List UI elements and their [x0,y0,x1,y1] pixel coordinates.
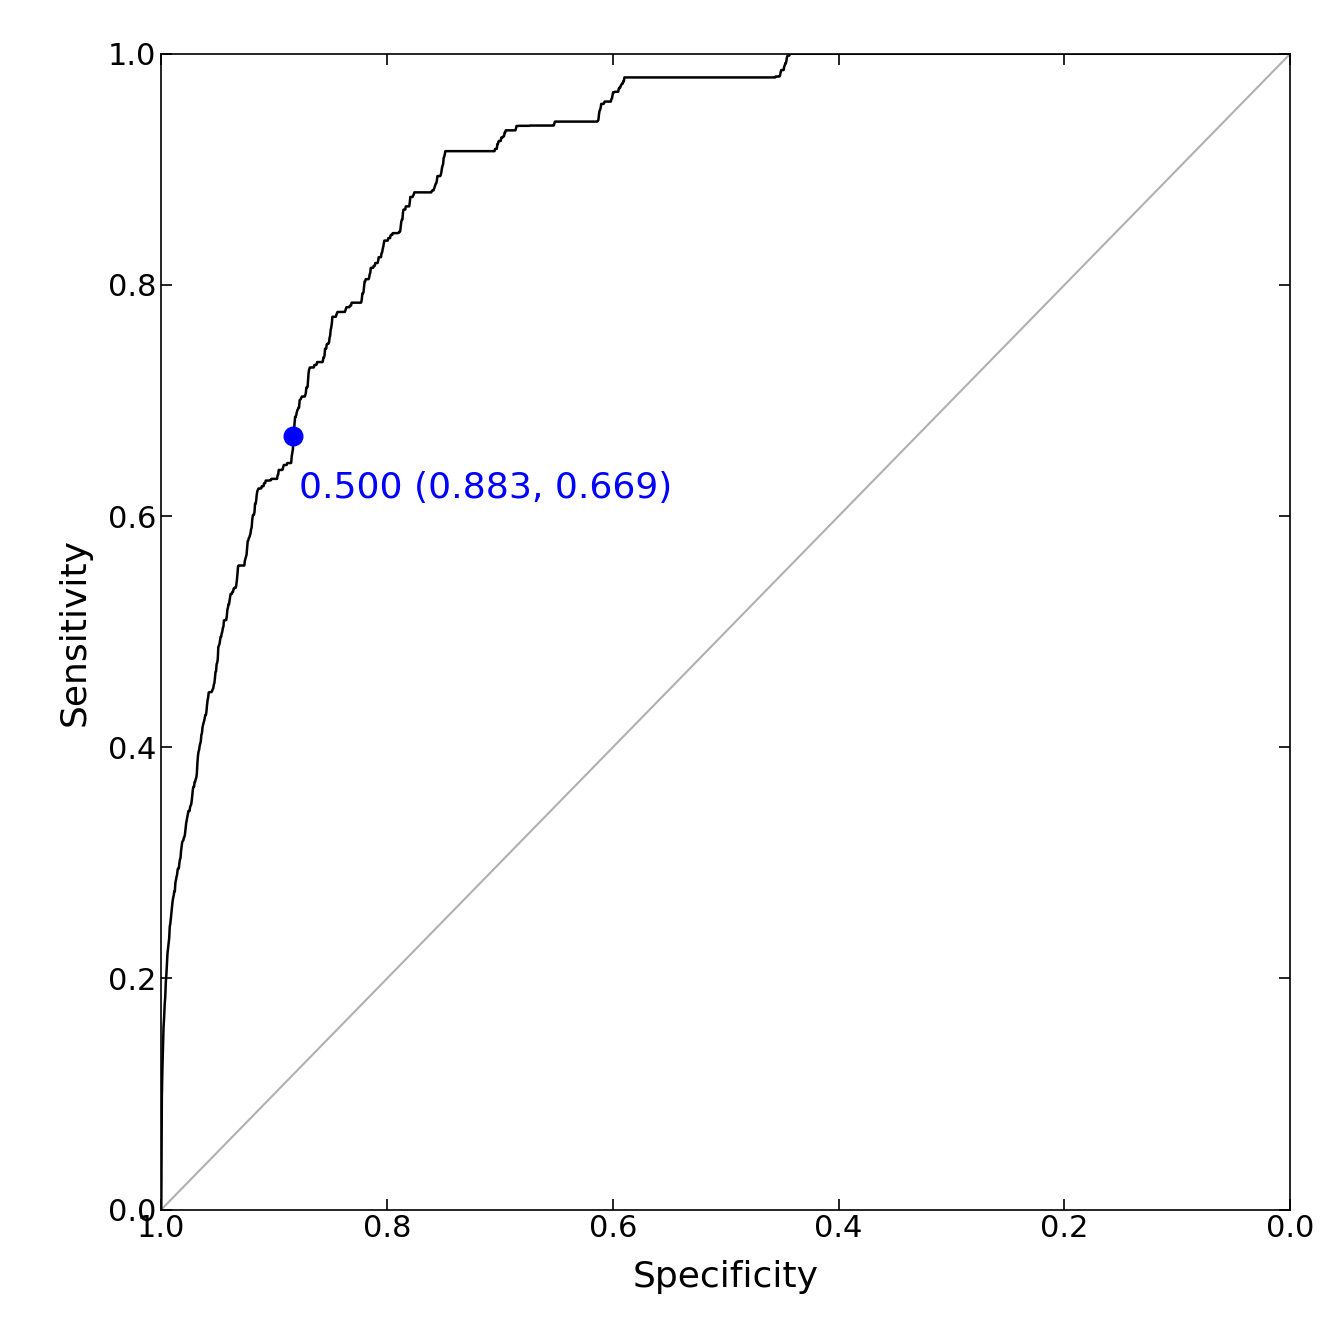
Text: 0.500 (0.883, 0.669): 0.500 (0.883, 0.669) [298,470,672,505]
X-axis label: Specificity: Specificity [633,1261,818,1294]
Y-axis label: Sensitivity: Sensitivity [58,538,91,726]
Point [282,426,304,448]
